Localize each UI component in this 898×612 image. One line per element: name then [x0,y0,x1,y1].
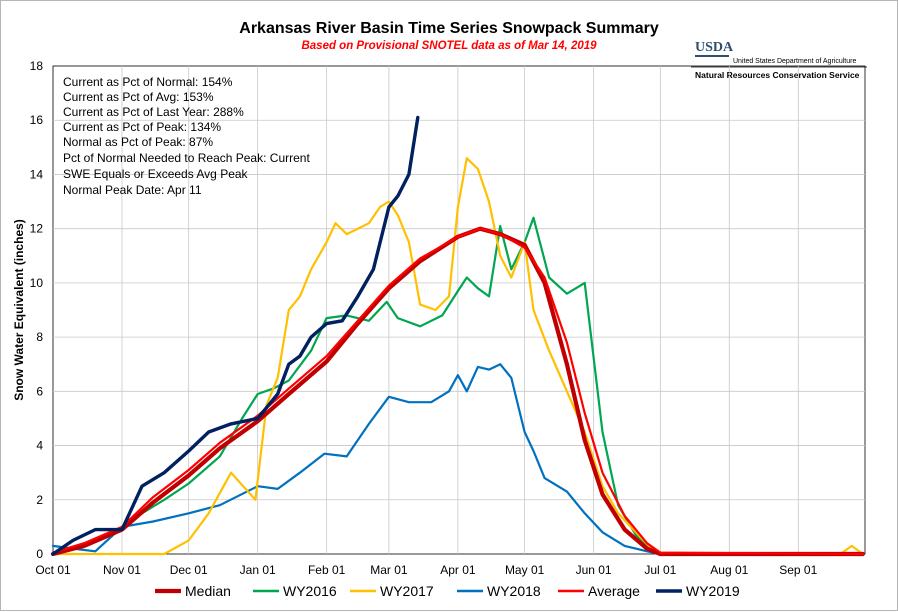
x-tick-label: Dec 01 [170,563,208,577]
usda-logo: USDA United States Department of Agricul… [691,40,867,80]
nrcs-text: Natural Resources Conservation Service [695,70,860,80]
y-tick-label: 4 [36,439,43,453]
legend-label: WY2018 [487,583,541,599]
x-tick-label: May 01 [505,563,545,577]
series-line-average [51,227,864,556]
usda-logo-text: USDA [695,40,734,55]
series-line-wy2018 [51,363,864,556]
stat-normal-pct-peak: Normal as Pct of Peak: 87% [63,135,213,149]
x-tick-label: Nov 01 [103,563,141,577]
y-tick-label: 12 [30,222,44,236]
chart-subtitle: Based on Provisional SNOTEL data as of M… [301,40,597,52]
y-tick-label: 2 [36,493,43,507]
y-axis-ticks: 0 2 4 6 8 10 12 14 16 18 [30,59,44,561]
chart-title: Arkansas River Basin Time Series Snowpac… [239,20,659,37]
y-tick-label: 0 [36,547,43,561]
y-tick-label: 18 [30,59,44,73]
y-tick-label: 16 [30,113,44,127]
x-tick-label: Jul 01 [644,563,676,577]
stat-current-pct-peak: Current as Pct of Peak: 134% [63,120,221,134]
plot-area [52,65,866,555]
y-tick-label: 6 [36,384,43,398]
x-tick-label: Aug 01 [710,563,748,577]
series-line-wy2017 [51,157,864,556]
y-axis-label: Snow Water Equivalent (inches) [12,219,26,401]
x-tick-label: Feb 01 [308,563,346,577]
stat-current-pct-last-year: Current as Pct of Last Year: 288% [63,105,244,119]
x-tick-label: Oct 01 [35,563,71,577]
x-tick-label: Apr 01 [440,563,476,577]
stat-current-pct-normal: Current as Pct of Normal: 154% [63,75,233,89]
legend: Median WY2016 WY2017 WY2018 Average WY2019 [155,583,740,599]
x-tick-label: Jun 01 [576,563,612,577]
y-tick-label: 8 [36,330,43,344]
data-series [50,115,865,557]
legend-label: WY2017 [380,583,434,599]
series-line-wy2016 [51,216,864,556]
series-line-median [50,226,865,557]
stat-pct-needed: Pct of Normal Needed to Reach Peak: Curr… [63,151,310,165]
legend-label: Median [185,583,231,599]
stat-swe-exceeds: SWE Equals or Exceeds Avg Peak [63,167,249,181]
y-tick-label: 10 [30,276,44,290]
x-axis-ticks: Oct 01 Nov 01 Dec 01 Jan 01 Feb 01 Mar 01 Apr … [35,563,817,577]
y-tick-label: 14 [30,167,44,181]
legend-label: WY2019 [686,583,740,599]
x-tick-label: Mar 01 [370,563,408,577]
stats-box: Current as Pct of Normal: 154% Current a… [63,75,310,197]
legend-label: Average [588,583,640,599]
usda-department-text: United States Department of Agriculture [733,58,856,65]
x-tick-label: Sep 01 [779,563,817,577]
grid-lines [53,66,865,554]
stat-current-pct-avg: Current as Pct of Avg: 153% [63,90,214,104]
x-tick-label: Jan 01 [240,563,276,577]
stat-normal-peak-date: Normal Peak Date: Apr 11 [63,183,202,197]
series-line-wy2019 [51,115,420,556]
legend-label: WY2016 [283,583,337,599]
